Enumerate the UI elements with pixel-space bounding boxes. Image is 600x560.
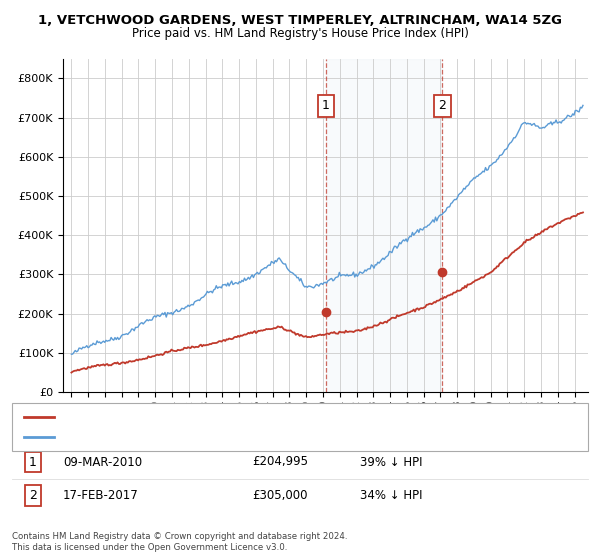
Text: 2: 2 — [29, 489, 37, 502]
Text: HPI: Average price, detached house, Trafford: HPI: Average price, detached house, Traf… — [60, 432, 293, 442]
Text: 09-MAR-2010: 09-MAR-2010 — [63, 455, 142, 469]
Text: 2: 2 — [439, 99, 446, 113]
Bar — [326, 59, 442, 392]
Text: Contains HM Land Registry data © Crown copyright and database right 2024.
This d: Contains HM Land Registry data © Crown c… — [12, 532, 347, 552]
Text: 17-FEB-2017: 17-FEB-2017 — [63, 489, 139, 502]
Text: 1, VETCHWOOD GARDENS, WEST TIMPERLEY, ALTRINCHAM, WA14 5ZG: 1, VETCHWOOD GARDENS, WEST TIMPERLEY, AL… — [38, 14, 562, 27]
Text: 1, VETCHWOOD GARDENS, WEST TIMPERLEY, ALTRINCHAM, WA14 5ZG (detached house): 1, VETCHWOOD GARDENS, WEST TIMPERLEY, AL… — [60, 412, 523, 422]
Text: Price paid vs. HM Land Registry's House Price Index (HPI): Price paid vs. HM Land Registry's House … — [131, 27, 469, 40]
Text: £305,000: £305,000 — [252, 489, 308, 502]
Text: 1: 1 — [29, 455, 37, 469]
Text: 1: 1 — [322, 99, 330, 113]
Text: 39% ↓ HPI: 39% ↓ HPI — [360, 455, 422, 469]
Text: 34% ↓ HPI: 34% ↓ HPI — [360, 489, 422, 502]
Text: £204,995: £204,995 — [252, 455, 308, 469]
